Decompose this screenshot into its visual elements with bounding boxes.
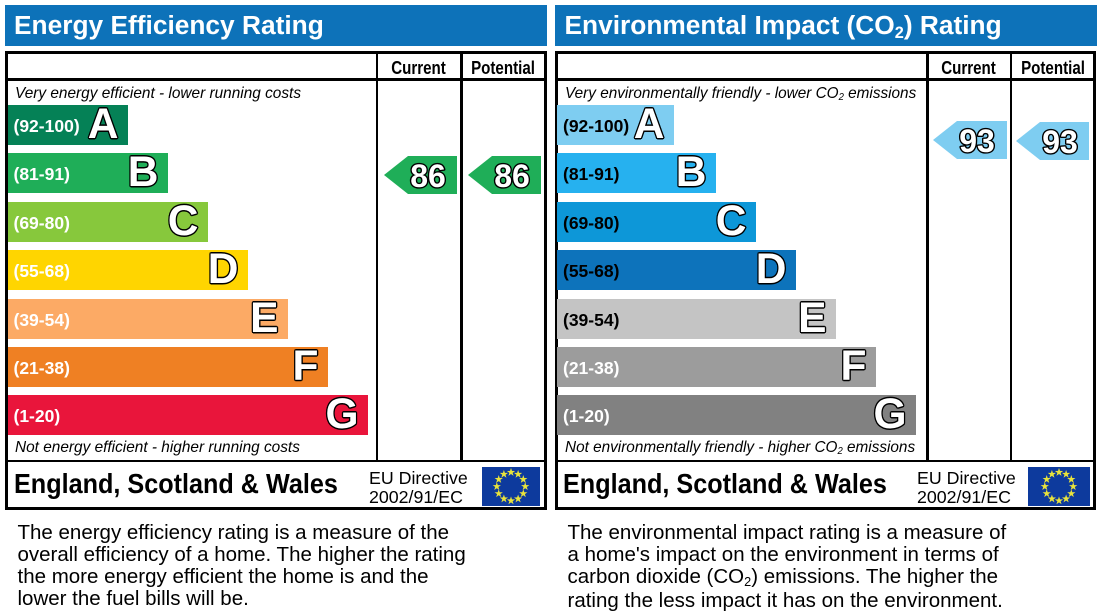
svg-text:86: 86	[410, 158, 446, 194]
svg-text:93: 93	[959, 123, 995, 159]
svg-text:86: 86	[494, 158, 530, 194]
svg-text:93: 93	[1042, 124, 1078, 160]
